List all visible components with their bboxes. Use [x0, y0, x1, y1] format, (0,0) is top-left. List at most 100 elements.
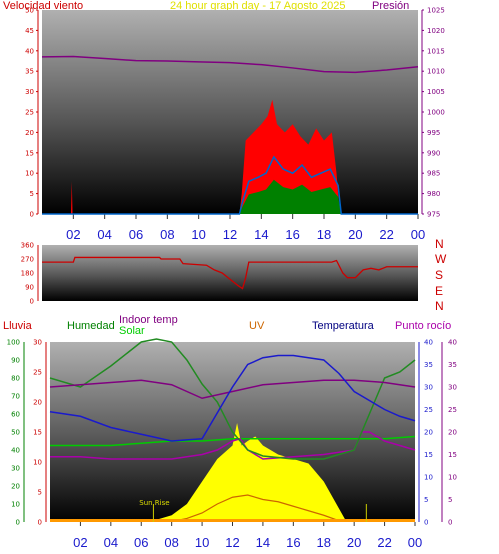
rain-tick-label: 80 — [11, 375, 20, 383]
temperature-series — [49, 354, 416, 442]
humidity-tick-label: 25 — [33, 369, 42, 377]
dew-tick-label: 35 — [448, 361, 457, 369]
x-tick-label: 20 — [348, 227, 362, 242]
x-tick-label: 00 — [411, 227, 425, 242]
temperature-label: Temperatura — [312, 320, 374, 332]
x-tick-label: 10 — [191, 227, 205, 242]
gust-series — [42, 99, 418, 214]
dew-tick-label: 40 — [448, 339, 457, 347]
humidity-label: Humedad — [67, 320, 115, 332]
direction-tick-label: 360 — [21, 242, 34, 250]
dew-point-label: Punto rocío — [395, 320, 452, 332]
dew-tick-label: 10 — [448, 474, 457, 482]
wind-tick-label: 40 — [25, 47, 34, 55]
pressure-tick-label: 985 — [427, 170, 440, 178]
x-tick-label-bottom: 10 — [195, 535, 209, 550]
rain-tick-label: 40 — [11, 447, 20, 455]
pressure-tick-label: 1015 — [427, 47, 445, 55]
wind-direction-plot-area — [42, 245, 418, 301]
compass-n-top: N — [435, 237, 444, 251]
temp-tick-label: 25 — [424, 406, 433, 414]
dew-tick-label: 20 — [448, 429, 457, 437]
dew-point-series — [49, 379, 416, 400]
humidity-tick-label: 15 — [33, 429, 42, 437]
compass-n-bottom: N — [435, 299, 444, 313]
compass-s: S — [435, 268, 444, 282]
temp-tick-label: 35 — [424, 361, 433, 369]
x-tick-label: 02 — [66, 227, 80, 242]
direction-tick-label: 90 — [25, 284, 34, 292]
pressure-tick-label: 980 — [427, 190, 440, 198]
pressure-tick-label: 975 — [427, 211, 440, 219]
wind-tick-label: 45 — [25, 27, 34, 35]
temp-tick-label: 10 — [424, 474, 433, 482]
x-tick-label: 16 — [285, 227, 299, 242]
dew-tick-label: 15 — [448, 451, 457, 459]
pressure-tick-label: 1020 — [427, 27, 445, 35]
rain-axis-title: Lluvia — [3, 320, 32, 332]
sunrise-label: Sun Rise — [139, 499, 169, 507]
temp-tick-label: 15 — [424, 451, 433, 459]
temp-tick-label: 5 — [424, 496, 428, 504]
x-tick-label-bottom: 14 — [256, 535, 270, 550]
x-tick-label: 06 — [129, 227, 143, 242]
x-tick-label: 04 — [97, 227, 111, 242]
avg-wind-series — [42, 155, 418, 215]
humidity-tick-label: 30 — [33, 339, 42, 347]
solar-label: Solar — [119, 325, 145, 337]
rain-tick-label: 70 — [11, 393, 20, 401]
pressure-tick-label: 1010 — [427, 68, 445, 76]
x-tick-label: 12 — [223, 227, 237, 242]
dew-tick-label: 5 — [448, 496, 452, 504]
rain-tick-label: 10 — [11, 501, 20, 509]
temp-tick-label: 30 — [424, 384, 433, 392]
x-tick-label-bottom: 12 — [225, 535, 239, 550]
x-tick-label-bottom: 00 — [408, 535, 422, 550]
x-tick-label-bottom: 06 — [134, 535, 148, 550]
bottom-band — [50, 519, 415, 522]
rain-tick-label: 90 — [11, 357, 20, 365]
dew-tick-label: 25 — [448, 406, 457, 414]
pressure-tick-label: 1000 — [427, 109, 445, 117]
pressure-tick-label: 995 — [427, 129, 440, 137]
direction-tick-label: 0 — [30, 298, 34, 306]
dew-tick-label: 0 — [448, 519, 452, 527]
rain-tick-label: 100 — [7, 339, 20, 347]
pressure-tick-label: 1005 — [427, 88, 445, 96]
x-tick-label-bottom: 20 — [347, 535, 361, 550]
rain-tick-label: 30 — [11, 465, 20, 473]
wind-tick-label: 50 — [25, 7, 34, 15]
wind-tick-label: 15 — [25, 149, 34, 157]
x-tick-label: 14 — [254, 227, 268, 242]
humidity-tick-label: 10 — [33, 459, 42, 467]
humidity-tick-label: 20 — [33, 399, 42, 407]
compass-w: W — [435, 252, 447, 266]
temp-tick-label: 0 — [424, 519, 428, 527]
temp-tick-label: 40 — [424, 339, 433, 347]
rain-tick-label: 60 — [11, 411, 20, 419]
wind-direction-series — [42, 256, 418, 290]
dew-tick-label: 30 — [448, 384, 457, 392]
x-tick-label: 08 — [160, 227, 174, 242]
wind-tick-label: 10 — [25, 170, 34, 178]
pressure-axis-title: Presión — [372, 0, 410, 12]
wind-tick-label: 5 — [30, 190, 34, 198]
pressure-tick-label: 990 — [427, 149, 440, 157]
rain-tick-label: 20 — [11, 483, 20, 491]
x-tick-label: 22 — [379, 227, 393, 242]
wind-fill-series — [42, 179, 418, 214]
temp-tick-label: 20 — [424, 429, 433, 437]
humidity-series — [49, 338, 416, 460]
direction-tick-label: 270 — [21, 256, 34, 264]
x-tick-label-bottom: 18 — [317, 535, 331, 550]
indoor-temp-label: Indoor temp — [119, 314, 178, 326]
x-tick-label-bottom: 04 — [104, 535, 118, 550]
rain-tick-label: 50 — [11, 429, 20, 437]
wind-pressure-plot-area — [42, 10, 418, 214]
solar-fill-series — [141, 423, 415, 522]
wind-axis-title: Velocidad viento — [3, 0, 84, 12]
direction-tick-label: 180 — [21, 270, 34, 278]
pressure-series — [41, 55, 419, 74]
humidity-tick-label: 0 — [38, 519, 42, 527]
